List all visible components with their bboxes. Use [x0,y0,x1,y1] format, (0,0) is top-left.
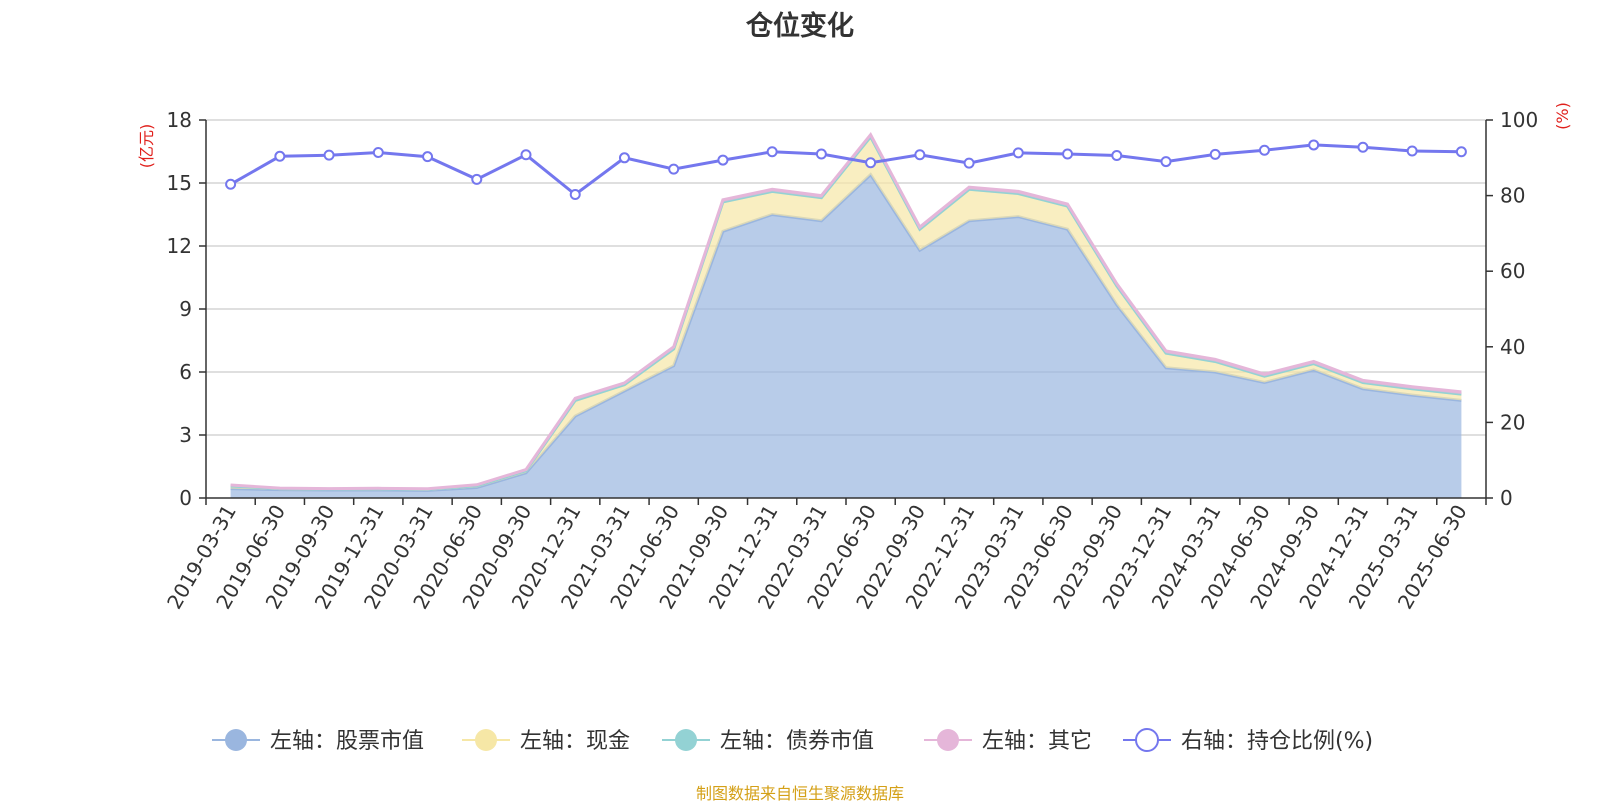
ratio-point [668,163,680,175]
legend-label: 右轴：持仓比例(%) [1181,729,1373,754]
right-tick-label: 0 [1500,486,1513,510]
legend-label: 左轴：股票市值 [270,729,424,754]
left-tick-label: 3 [179,423,192,447]
ratio-point [717,154,729,166]
ratio-point [766,146,778,158]
ratio-line-layer [225,139,1467,200]
area-edge-左轴：其它 [230,131,1462,491]
legend-label: 左轴：其它 [982,729,1092,754]
legend-marker [1135,728,1159,752]
ratio-point [1455,146,1467,158]
right-tick-label: 20 [1500,410,1525,434]
ratio-point [1012,147,1024,159]
left-tick-label: 15 [167,171,192,195]
right-tick-label: 40 [1500,335,1525,359]
ratio-point [1062,148,1074,160]
ratio-point [963,157,975,169]
legend-marker [475,729,497,751]
legend: 左轴：股票市值 左轴：现金 左轴：债券市值 左轴：其它 右轴：持仓比例(%) [212,728,1373,754]
ratio-point [618,152,630,164]
ratio-point [1160,156,1172,168]
ratio-point [422,151,434,163]
ratio-point [1258,144,1270,156]
ratio-line [229,143,1462,197]
ratio-point [225,178,237,190]
right-tick-label: 100 [1500,108,1538,132]
ratio-point [1406,145,1418,157]
area-左轴：股票市值 [230,174,1462,498]
ratio-point [323,149,335,161]
legend-marker [937,729,959,751]
left-tick-label: 9 [179,297,192,321]
right-axis-unit: (%) [1553,102,1572,130]
right-tick-label: 80 [1500,184,1525,208]
ratio-point [1209,148,1221,160]
ratio-point [372,147,384,159]
legend-label: 左轴：债券市值 [720,729,874,754]
legend-marker [225,729,247,751]
right-tick-label: 60 [1500,259,1525,283]
left-tick-label: 0 [179,486,192,510]
ratio-point [815,148,827,160]
ratio-point [274,150,286,162]
ratio-point [1111,150,1123,162]
ratio-point [1357,141,1369,153]
left-tick-label: 6 [179,360,192,384]
ratio-point [520,149,532,161]
ratio-point [1308,139,1320,151]
left-tick-label: 18 [167,108,192,132]
ratio-point [471,173,483,185]
stacked-areas [230,131,1462,498]
chart-title: 仓位变化 [746,11,854,42]
left-tick-label: 12 [167,234,192,258]
ratio-point [914,149,926,161]
left-axis-unit: (亿元) [137,124,156,169]
ratio-point [569,188,581,200]
source-note: 制图数据来自恒生聚源数据库 [695,784,904,803]
legend-marker [675,729,697,751]
ratio-point [865,157,877,169]
legend-label: 左轴：现金 [520,729,630,754]
